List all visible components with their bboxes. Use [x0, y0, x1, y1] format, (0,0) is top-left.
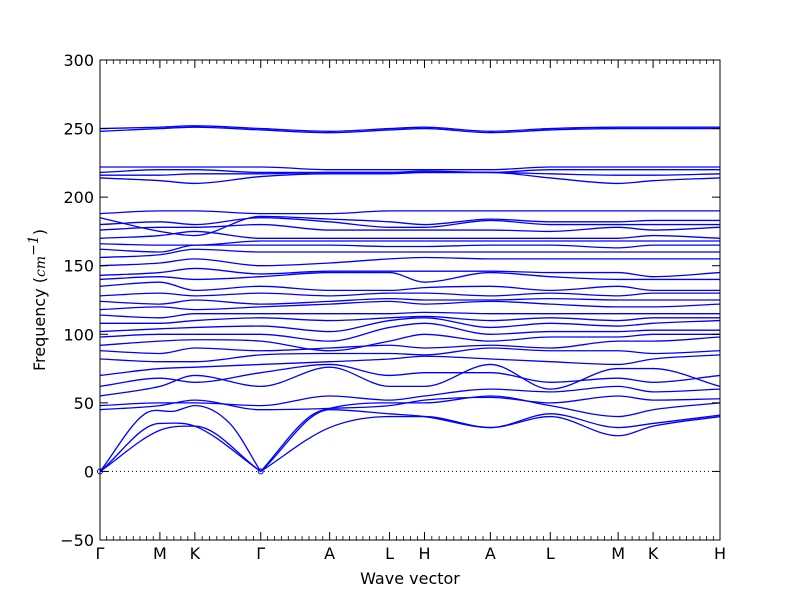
phonon-branch-31 [99, 217, 720, 228]
phonon-branch-18 [99, 311, 720, 319]
gamma-point-marker [257, 468, 264, 475]
y-tick-label: 100 [63, 325, 94, 344]
x-axis-label: Wave vector [360, 569, 460, 588]
phonon-branch-24 [99, 267, 721, 278]
y-axis-label-prefix: Frequency ( [30, 277, 49, 371]
phonon-branch-39 [99, 125, 720, 132]
phonon-branch-37 [99, 166, 720, 171]
x-tick-label: H [418, 544, 430, 563]
phonon-branch-22 [99, 281, 720, 292]
y-tick-label: −50 [60, 531, 94, 550]
phonon-branch-13 [99, 336, 721, 355]
y-axis-label: Frequency (cm−1) [26, 229, 49, 371]
y-tick-label: 150 [63, 257, 94, 276]
x-tick-label: K [648, 544, 659, 563]
phonon-branch-33 [99, 210, 720, 215]
phonon-branch-11 [99, 354, 721, 377]
y-tick-label: 0 [84, 462, 94, 481]
phonon-branch-23 [99, 271, 720, 283]
phonon-branch-32 [99, 215, 720, 237]
phonon-branch-1 [99, 425, 262, 472]
y-axis-label-exponent: −1 [26, 235, 42, 256]
phonon-branch-29 [99, 230, 721, 239]
x-tick-label: M [153, 544, 167, 563]
x-tick-label: L [546, 544, 555, 563]
y-axis-label-unit: cm [33, 256, 49, 277]
x-tick-label: A [324, 544, 335, 563]
phonon-branch-36 [99, 169, 720, 174]
x-tick-label: A [485, 544, 496, 563]
x-tick-label: K [190, 544, 201, 563]
y-axis-label-suffix: ) [30, 229, 49, 235]
phonon-branch-5 [260, 409, 721, 472]
phonon-branch-16 [99, 317, 721, 333]
series-layer [97, 125, 721, 475]
phonon-branch-12 [99, 347, 721, 363]
phonon-branch-38 [99, 126, 720, 134]
y-tick-label: 300 [63, 51, 94, 70]
phonon-branch-8 [99, 385, 721, 407]
phonon-branch-15 [99, 322, 720, 342]
x-tick-label: Γ [96, 544, 105, 563]
y-tick-label: 250 [63, 120, 94, 139]
phonon-branch-28 [99, 240, 720, 246]
phonon-branch-21 [99, 292, 720, 297]
phonon-branch-7 [99, 395, 721, 411]
tick-layer: −50 0 50 100 150 200 250 300 Γ M K Γ A L H A L M K H [60, 51, 726, 563]
phonon-branch-2 [99, 422, 262, 472]
phonon-branch-4 [260, 415, 721, 472]
phonon-branch-10 [99, 363, 721, 388]
y-axis-label-group: Frequency (cm−1) [26, 229, 49, 371]
plot-frame [99, 59, 721, 541]
y-tick-label: 200 [63, 188, 94, 207]
x-tick-label: H [714, 544, 726, 563]
x-tick-label: M [611, 544, 625, 563]
phonon-branch-35 [100, 171, 721, 176]
phonon-branch-27 [99, 244, 720, 253]
phonon-branch-9 [99, 363, 721, 397]
phonon-branch-20 [99, 297, 720, 305]
x-tick-label: L [385, 544, 394, 563]
y-tick-label: 50 [74, 394, 94, 413]
phonon-branch-17 [100, 315, 720, 324]
x-tick-label: Γ [256, 544, 265, 563]
phonon-branch-14 [99, 333, 720, 352]
phonon-branch-3 [99, 404, 262, 472]
phonon-branch-6 [260, 395, 721, 472]
phonon-branch-26 [99, 248, 720, 259]
phonon-branch-25 [99, 256, 720, 267]
phonon-branch-30 [99, 223, 721, 233]
phonon-branch-19 [99, 300, 721, 311]
